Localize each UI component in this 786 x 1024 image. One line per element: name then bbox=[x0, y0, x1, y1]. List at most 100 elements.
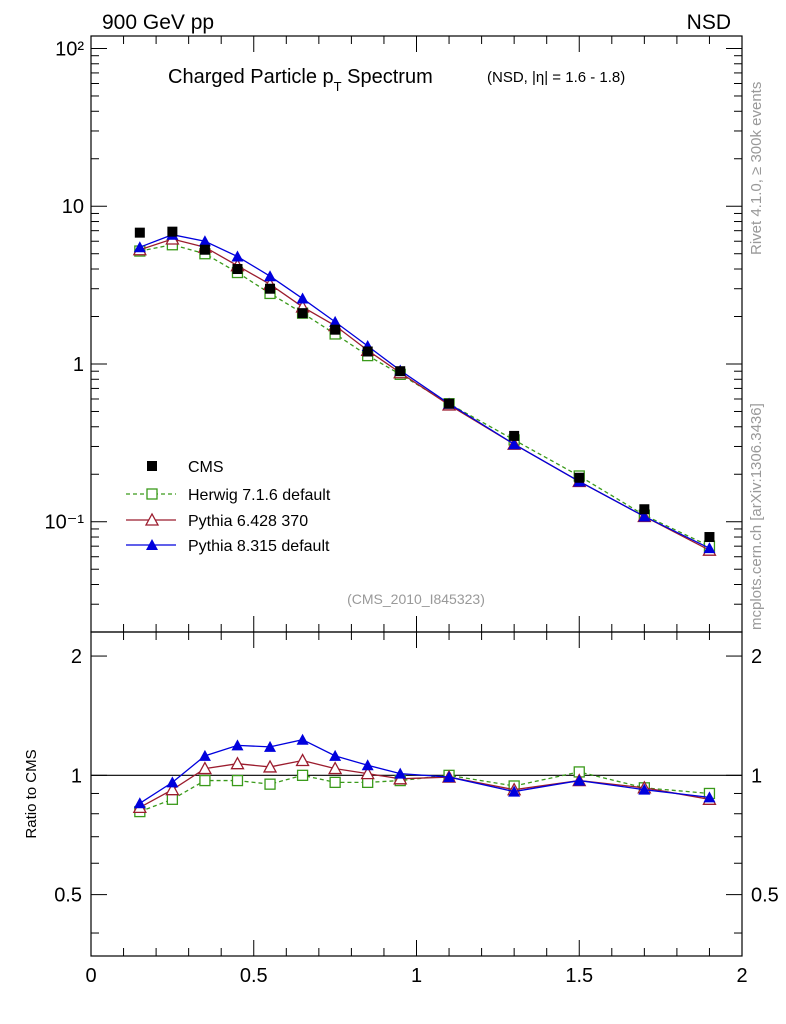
title-main: Charged Particle p bbox=[168, 66, 334, 88]
ratio-y-tick-label-left: 1 bbox=[71, 765, 82, 787]
ratio-y-ticks: 0.5 0.5 1 1 2 2 bbox=[54, 646, 779, 934]
x-tick-label: 1.5 bbox=[565, 965, 593, 987]
data-point-cms bbox=[509, 430, 520, 441]
header-left: 900 GeV pp bbox=[102, 11, 214, 34]
ratio-point-pythia6 bbox=[295, 753, 310, 767]
ratio-pythia6 bbox=[132, 753, 717, 814]
main-series bbox=[132, 226, 717, 556]
main-y-tick-label: 1 bbox=[73, 354, 84, 376]
data-point-cms bbox=[330, 324, 341, 335]
ratio-point-herwig bbox=[199, 774, 211, 787]
main-y-ticks: 10⁻¹ 1 10 10² bbox=[45, 38, 742, 633]
legend: CMS Herwig 7.1.6 default Pythia 6.428 370 P… bbox=[126, 459, 331, 555]
series-cms bbox=[134, 226, 715, 543]
data-point-cms bbox=[639, 504, 650, 515]
ratio-point-pythia8 bbox=[361, 759, 374, 771]
data-point-cms bbox=[265, 283, 276, 294]
data-point-pythia8 bbox=[264, 270, 277, 282]
mcplots-label: mcplots.cern.ch [arXiv:1306.3436] bbox=[748, 403, 765, 630]
ratio-point-pythia8 bbox=[703, 791, 716, 803]
data-point-pythia8 bbox=[296, 292, 309, 304]
title-rest: Spectrum bbox=[342, 66, 433, 88]
series-line-pythia8 bbox=[139, 234, 710, 549]
legend-label-pythia6: Pythia 6.428 370 bbox=[188, 513, 308, 530]
main-y-tick-label: 10² bbox=[55, 38, 84, 60]
data-point-pythia8 bbox=[133, 241, 146, 253]
ratio-point-pythia8 bbox=[166, 776, 179, 788]
header-right: NSD bbox=[687, 11, 731, 34]
title-small: (NSD, |η| = 1.6 - 1.8) bbox=[487, 69, 625, 86]
ratio-point-pythia8 bbox=[133, 797, 146, 809]
ratio-point-pythia8 bbox=[573, 774, 586, 786]
data-point-pythia8 bbox=[638, 510, 651, 522]
data-point-pythia8 bbox=[198, 235, 211, 247]
ratio-point-pythia8 bbox=[508, 785, 521, 797]
x-tick-label: 0.5 bbox=[240, 965, 268, 987]
data-point-cms bbox=[134, 227, 145, 238]
x-tick-label: 2 bbox=[736, 965, 747, 987]
legend-marker-pythia8 bbox=[146, 539, 158, 550]
data-point-cms bbox=[297, 308, 308, 319]
ratio-point-pythia8 bbox=[296, 733, 309, 745]
series-herwig bbox=[134, 239, 716, 552]
ratio-point-herwig bbox=[264, 778, 276, 790]
ratio-y-tick-label-right: 2 bbox=[751, 646, 762, 668]
data-point-cms bbox=[395, 366, 406, 377]
data-point-cms bbox=[232, 264, 243, 275]
series-pythia6 bbox=[132, 231, 717, 556]
ratio-pythia8 bbox=[133, 733, 716, 809]
legend-label-pythia8: Pythia 8.315 default bbox=[188, 538, 330, 555]
ratio-ylabel: Ratio to CMS bbox=[23, 749, 40, 838]
ratio-y-tick-label-left: 2 bbox=[71, 646, 82, 668]
legend-item-herwig: Herwig 7.1.6 default bbox=[126, 487, 331, 504]
title-subscript: T bbox=[334, 79, 342, 94]
legend-item-pythia8: Pythia 8.315 default bbox=[126, 538, 330, 555]
ratio-point-pythia8 bbox=[231, 739, 244, 751]
ratio-point-pythia6 bbox=[230, 756, 245, 770]
chart-title: Charged Particle pT Spectrum bbox=[168, 66, 433, 94]
legend-item-pythia6: Pythia 6.428 370 bbox=[126, 512, 308, 530]
analysis-watermark: (CMS_2010_I845323) bbox=[347, 591, 485, 607]
ratio-point-pythia6 bbox=[328, 761, 343, 775]
main-y-tick-label: 10⁻¹ bbox=[45, 512, 85, 534]
data-point-pythia8 bbox=[329, 315, 342, 327]
data-point-cms bbox=[444, 398, 455, 409]
ratio-point-pythia6 bbox=[360, 766, 375, 780]
ratio-point-pythia8 bbox=[443, 771, 456, 783]
ratio-y-tick-label-right: 1 bbox=[751, 765, 762, 787]
ratio-point-pythia8 bbox=[394, 767, 407, 779]
series-pythia8 bbox=[133, 228, 716, 554]
ratio-point-herwig bbox=[166, 793, 179, 805]
ratio-y-tick-label-right: 0.5 bbox=[751, 885, 779, 907]
rivet-label: Rivet 4.1.0, ≥ 300k events bbox=[748, 82, 765, 255]
data-point-cms bbox=[574, 472, 585, 483]
legend-label-herwig: Herwig 7.1.6 default bbox=[188, 487, 331, 504]
ratio-herwig bbox=[134, 766, 716, 818]
ratio-point-pythia6 bbox=[262, 759, 278, 773]
data-point-cms bbox=[199, 244, 210, 255]
data-point-pythia8 bbox=[231, 250, 244, 262]
x-ticks: 0 0.5 1 1.5 2 bbox=[85, 36, 748, 987]
ratio-point-pythia6 bbox=[197, 761, 213, 775]
ratio-point-pythia8 bbox=[638, 783, 651, 795]
ratio-point-herwig bbox=[296, 769, 309, 781]
legend-marker-cms bbox=[147, 461, 157, 471]
ratio-point-herwig bbox=[329, 776, 341, 789]
x-tick-label: 0 bbox=[85, 965, 96, 987]
data-point-pythia8 bbox=[508, 438, 521, 450]
ratio-y-tick-label-left: 0.5 bbox=[54, 885, 82, 907]
ratio-point-pythia6 bbox=[165, 782, 180, 796]
ratio-point-pythia8 bbox=[329, 749, 342, 761]
ratio-line-pythia8 bbox=[139, 739, 710, 804]
main-y-tick-label: 10 bbox=[62, 196, 84, 218]
ratio-line-pythia6 bbox=[139, 759, 710, 808]
ratio-point-herwig bbox=[231, 774, 244, 787]
legend-marker-pythia6 bbox=[144, 512, 160, 526]
ratio-point-pythia8 bbox=[264, 740, 277, 752]
legend-label-cms: CMS bbox=[188, 459, 224, 476]
data-point-cms bbox=[362, 346, 373, 357]
x-tick-label: 1 bbox=[411, 965, 422, 987]
data-point-pythia8 bbox=[703, 542, 716, 554]
legend-marker-herwig bbox=[146, 488, 158, 500]
